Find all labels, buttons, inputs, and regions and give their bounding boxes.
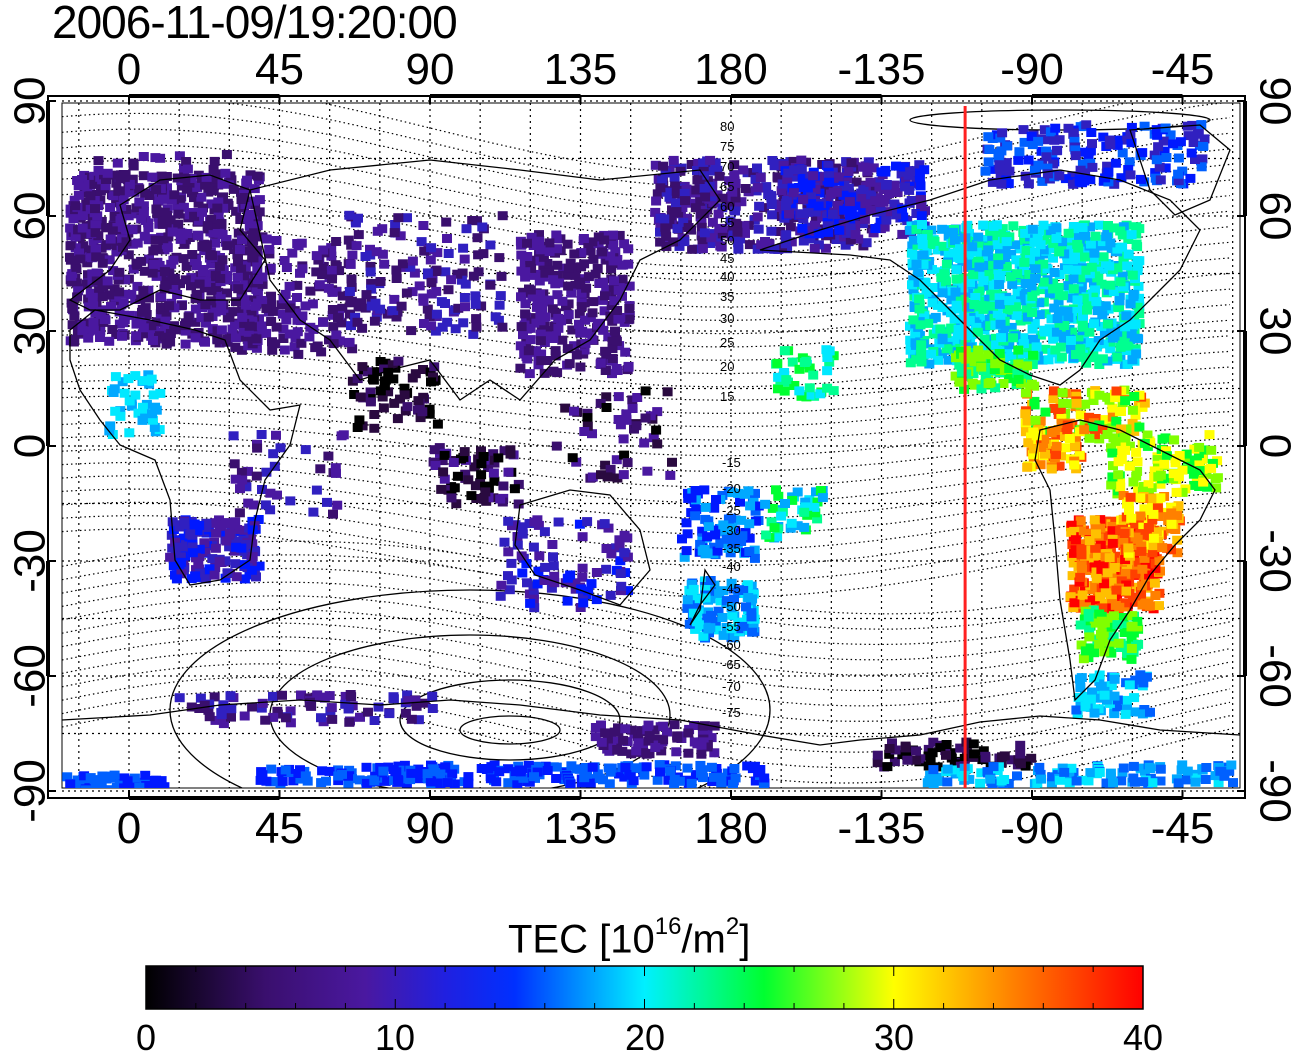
right-lat-label: 0 bbox=[1250, 434, 1292, 458]
top-lon-label: 0 bbox=[117, 45, 141, 94]
contour-label: -70 bbox=[722, 679, 741, 694]
colorbar-tick-30: 30 bbox=[874, 1018, 914, 1058]
contour-label: 30 bbox=[720, 311, 734, 326]
contour-label: 80 bbox=[720, 119, 734, 134]
contour-label: 60 bbox=[720, 199, 734, 214]
contour-label: -50 bbox=[722, 599, 741, 614]
top-lon-label: 180 bbox=[694, 45, 767, 94]
top-lon-label: 135 bbox=[544, 45, 617, 94]
left-lat-label: -90 bbox=[6, 759, 55, 823]
right-lat-label: -30 bbox=[1250, 529, 1292, 593]
bottom-lon-label: -135 bbox=[837, 804, 925, 853]
contour-label: -45 bbox=[722, 581, 741, 596]
contour-label: 20 bbox=[720, 359, 734, 374]
contour-label: 35 bbox=[720, 289, 734, 304]
contour-label: 70 bbox=[720, 159, 734, 174]
contour-label: -55 bbox=[722, 619, 741, 634]
top-lon-label: 90 bbox=[406, 45, 455, 94]
contour-label: 40 bbox=[720, 269, 734, 284]
bottom-lon-label: 90 bbox=[406, 804, 455, 853]
bottom-lon-label: -45 bbox=[1151, 804, 1215, 853]
contour-label: 50 bbox=[720, 233, 734, 248]
colorbar-tick-40: 40 bbox=[1123, 1018, 1163, 1058]
bottom-lon-label: 135 bbox=[544, 804, 617, 853]
right-lat-label: 60 bbox=[1250, 192, 1292, 241]
contour-label: -20 bbox=[722, 481, 741, 496]
right-lat-label: 90 bbox=[1250, 77, 1292, 126]
colorbar-tick-0: 0 bbox=[136, 1018, 156, 1058]
bottom-lon-label: 0 bbox=[117, 804, 141, 853]
contour-label: -40 bbox=[722, 559, 741, 574]
colorbar-tick-20: 20 bbox=[625, 1018, 665, 1058]
right-lat-label: -90 bbox=[1250, 759, 1292, 823]
contour-label: -60 bbox=[722, 637, 741, 652]
contour-label: -35 bbox=[722, 541, 741, 556]
contour-label: -25 bbox=[722, 503, 741, 518]
top-lon-label: 45 bbox=[255, 45, 304, 94]
contour-label: -75 bbox=[722, 705, 741, 720]
bottom-lon-label: 45 bbox=[255, 804, 304, 853]
colorbar-tick-10: 10 bbox=[375, 1018, 415, 1058]
contour-label: 25 bbox=[720, 335, 734, 350]
contour-label: 75 bbox=[720, 139, 734, 154]
contour-label: 45 bbox=[720, 251, 734, 266]
top-lon-label: -90 bbox=[1000, 45, 1064, 94]
contour-label: -65 bbox=[722, 657, 741, 672]
top-lon-label: -135 bbox=[837, 45, 925, 94]
contour-label: -30 bbox=[722, 523, 741, 538]
contour-label: 55 bbox=[720, 215, 734, 230]
right-lat-label: -60 bbox=[1250, 644, 1292, 708]
contour-label: 65 bbox=[720, 179, 734, 194]
contour-label: -15 bbox=[722, 455, 741, 470]
bottom-lon-label: -90 bbox=[1000, 804, 1064, 853]
top-lon-label: -45 bbox=[1151, 45, 1215, 94]
contour-label: 15 bbox=[720, 389, 734, 404]
bottom-lon-label: 180 bbox=[694, 804, 767, 853]
right-lat-label: 30 bbox=[1250, 307, 1292, 356]
colorbar-title: TEC [1016/m2] bbox=[508, 906, 750, 964]
